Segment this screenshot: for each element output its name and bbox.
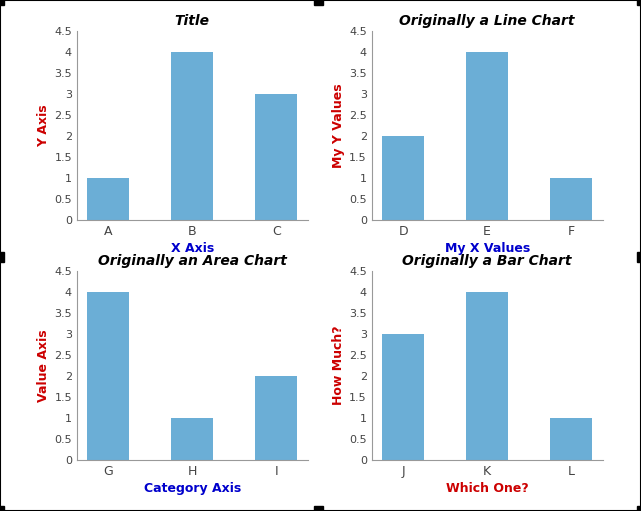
Bar [382, 334, 424, 460]
X-axis label: X Axis: X Axis [171, 242, 214, 255]
Title: Originally a Line Chart: Originally a Line Chart [399, 14, 575, 28]
Bar [466, 52, 508, 220]
Y-axis label: Y Axis: Y Axis [37, 104, 50, 147]
Y-axis label: My Y Values: My Y Values [332, 83, 345, 168]
Bar [550, 418, 592, 460]
Bar [550, 178, 592, 220]
Bar [171, 418, 213, 460]
X-axis label: Category Axis: Category Axis [144, 482, 241, 495]
X-axis label: Which One?: Which One? [445, 482, 529, 495]
Bar [255, 94, 297, 220]
Bar [171, 52, 213, 220]
Bar [382, 136, 424, 220]
Title: Originally a Bar Chart: Originally a Bar Chart [403, 254, 572, 268]
Title: Originally an Area Chart: Originally an Area Chart [98, 254, 287, 268]
Bar [87, 292, 129, 460]
X-axis label: My X Values: My X Values [445, 242, 529, 255]
Bar [466, 292, 508, 460]
Title: Title: Title [175, 14, 210, 28]
Y-axis label: How Much?: How Much? [332, 326, 345, 405]
Bar [87, 178, 129, 220]
Y-axis label: Value Axis: Value Axis [37, 329, 50, 402]
Bar [255, 376, 297, 460]
